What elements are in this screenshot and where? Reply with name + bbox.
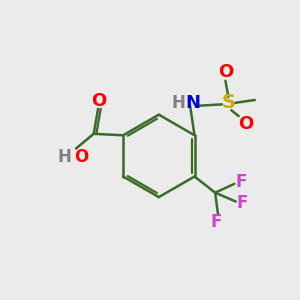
Text: H: H: [172, 94, 186, 112]
Text: S: S: [221, 93, 236, 112]
Text: F: F: [236, 194, 248, 212]
Text: H: H: [58, 148, 72, 166]
Text: F: F: [211, 213, 222, 231]
Text: O: O: [218, 63, 233, 81]
Text: O: O: [238, 115, 253, 133]
Text: F: F: [235, 173, 246, 191]
Text: N: N: [186, 94, 201, 112]
Text: O: O: [75, 148, 89, 166]
Text: O: O: [91, 92, 106, 110]
